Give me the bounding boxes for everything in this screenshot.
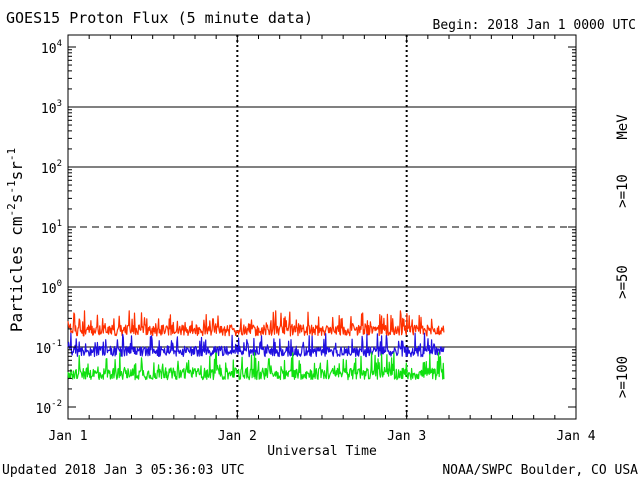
x-tick-label: Jan 2 (218, 429, 257, 444)
y-axis-label-sup1: -2 (5, 203, 18, 216)
chart-title: GOES15 Proton Flux (5 minute data) (6, 9, 313, 27)
y-tick-label-exponent: 1 (57, 219, 62, 229)
series-layer (67, 310, 445, 381)
y-tick-label-base: 10 (36, 342, 52, 357)
legend-ge10: >=10 (615, 174, 631, 208)
y-tick-label-exponent: 4 (57, 39, 62, 49)
y-tick-label-base: 10 (36, 402, 52, 417)
legend-unit-mev: MeV (615, 114, 631, 140)
y-tick-label: 100 (41, 279, 62, 297)
y-tick-label: 10-1 (36, 339, 63, 357)
series-line-0 (67, 310, 445, 337)
y-tick-label: 103 (41, 99, 62, 117)
x-tick-label: Jan 4 (556, 429, 595, 444)
y-tick-label: 10-2 (36, 399, 63, 417)
y-tick-label-base: 10 (41, 42, 57, 57)
y-axis-label-sup2: -1 (5, 180, 18, 193)
y-tick-label: 101 (41, 219, 62, 237)
begin-time: Begin: 2018 Jan 1 0000 UTC (433, 18, 637, 33)
y-axis-label-sr: sr (7, 161, 26, 181)
updated-time: Updated 2018 Jan 3 05:36:03 UTC (2, 463, 245, 478)
x-axis-label: Universal Time (267, 444, 377, 459)
y-tick-label-base: 10 (41, 102, 57, 117)
y-axis-label-base: Particles cm (7, 217, 26, 333)
series-line-2 (67, 352, 445, 381)
x-axis: Jan 1 Jan 2 Jan 3 Jan 4 (48, 35, 596, 444)
y-axis-label-s: s (7, 194, 26, 204)
x-tick-label: Jan 1 (48, 429, 87, 444)
y-tick-label-base: 10 (41, 222, 57, 237)
y-axis-label-sup3: -1 (5, 148, 18, 161)
x-tick-label: Jan 3 (387, 429, 426, 444)
legend-ge50: >=50 (615, 265, 631, 299)
y-tick-label: 104 (41, 39, 62, 57)
reference-lines (68, 106, 576, 348)
y-tick-label-exponent: 0 (57, 279, 62, 289)
credit: NOAA/SWPC Boulder, CO USA (442, 463, 638, 478)
legend-ge100: >=100 (615, 356, 631, 398)
y-tick-label-base: 10 (41, 162, 57, 177)
y-tick-label-exponent: 2 (57, 159, 62, 169)
series-line-1 (67, 332, 445, 358)
y-tick-label-exponent: 3 (57, 99, 62, 109)
y-tick-label-exponent: -1 (51, 339, 62, 349)
y-tick-label: 102 (41, 159, 62, 177)
y-tick-label-exponent: -2 (51, 399, 62, 409)
y-tick-label-base: 10 (41, 282, 57, 297)
y-axis-label: Particles cm-2s-1sr-1 (5, 148, 26, 332)
